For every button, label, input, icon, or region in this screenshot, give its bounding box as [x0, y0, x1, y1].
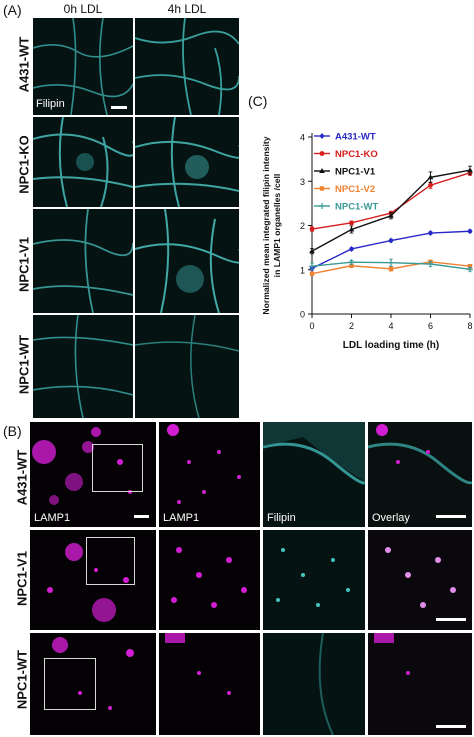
- zoom-filipin-npc1-v1: [263, 530, 365, 630]
- col-label-0h: 0h LDL: [63, 2, 103, 16]
- data-point: [427, 230, 434, 237]
- line-chart: 0 1 2 3 4 0 2 4 6 8 LDL loading time (h) Normalized…: [261, 132, 473, 351]
- data-point: [348, 245, 355, 252]
- y-tick-label: 2: [300, 221, 305, 231]
- data-point: [319, 186, 325, 191]
- data-point: [309, 226, 315, 232]
- data-point: [388, 266, 394, 272]
- roi-box: [92, 444, 143, 492]
- micrograph-npc1-v1-4h: [135, 209, 239, 313]
- zoom-filipin-npc1-wt: [263, 633, 365, 735]
- overview-label-lamp1: LAMP1: [34, 512, 71, 524]
- row-label-b-a431-wt: A431-WT: [14, 449, 30, 506]
- overview-a431-wt: LAMP1: [30, 422, 156, 527]
- legend-entry-a431-wt: A431-WT: [314, 132, 376, 143]
- zoom-lamp1-a431-wt: LAMP1: [159, 422, 260, 527]
- y-tick-label: 3: [300, 177, 305, 187]
- row-label-b-npc1-wt: NPC1-WT: [14, 649, 30, 710]
- data-point: [348, 259, 355, 266]
- zoom-lamp1-npc1-v1: [159, 530, 260, 630]
- legend-entry-npc1-ko: NPC1-KO: [314, 149, 378, 160]
- overview-npc1-v1: [30, 530, 156, 630]
- y-tick-label: 4: [300, 133, 305, 143]
- zoom-label-lamp1: LAMP1: [163, 512, 200, 524]
- y-axis-label: Normalized mean integrated filipin inten…: [261, 136, 282, 314]
- micrograph-npc1-v1-0h: [33, 209, 133, 313]
- overview-npc1-wt: [30, 633, 156, 735]
- data-point: [349, 263, 354, 268]
- data-point: [467, 264, 473, 269]
- data-point: [309, 248, 315, 254]
- micrograph-npc1-wt-4h: [135, 315, 239, 418]
- scale-bar: [436, 515, 466, 518]
- data-point: [388, 237, 394, 244]
- stain-label-filipin: Filipin: [36, 98, 65, 110]
- roi-box: [86, 537, 135, 585]
- micrograph-a431-0h: Filipin: [33, 18, 133, 115]
- row-label-npc1-ko: NPC1-KO: [16, 135, 32, 194]
- roi-box: [44, 658, 96, 710]
- y-axis-label-line: Normalized mean integrated filipin inten…: [261, 136, 271, 314]
- data-point: [309, 271, 315, 276]
- y-axis-label-line: in LAMP1 organelles /cell: [272, 174, 282, 278]
- zoom-overlay-a431-wt: Overlay: [368, 422, 472, 527]
- x-axis-label: LDL loading time (h): [343, 340, 439, 351]
- scale-bar: [111, 106, 127, 109]
- scale-bar: [436, 618, 466, 621]
- x-tick-label: 8: [467, 321, 472, 331]
- legend-entry-npc1-v1: NPC1-V1: [314, 167, 376, 178]
- data-point: [319, 203, 325, 209]
- row-label-a431-wt: A431-WT: [16, 36, 32, 93]
- micrograph-a431-4h: [135, 18, 239, 115]
- zoom-label-filipin: Filipin: [267, 512, 296, 524]
- series-a431-wt: [309, 228, 473, 272]
- micrograph-npc1-wt-0h: [33, 315, 133, 418]
- data-point: [428, 182, 433, 188]
- row-label-npc1-v1: NPC1-V1: [16, 237, 32, 292]
- y-tick-label: 1: [300, 265, 305, 275]
- legend-label: A431-WT: [335, 132, 376, 143]
- data-point: [309, 263, 315, 270]
- row-label-b-npc1-v1: NPC1-V1: [14, 551, 30, 606]
- data-point: [319, 133, 325, 139]
- legend-label: NPC1-WT: [335, 202, 378, 213]
- legend-label: NPC1-V1: [335, 167, 376, 178]
- x-tick-label: 0: [309, 321, 314, 331]
- x-tick-label: 4: [388, 321, 393, 331]
- zoom-label-overlay: Overlay: [372, 512, 410, 524]
- data-point: [388, 259, 394, 266]
- scale-bar: [134, 515, 149, 518]
- zoom-lamp1-npc1-wt: [159, 633, 260, 735]
- zoom-overlay-npc1-v1: [368, 530, 472, 630]
- data-point: [348, 226, 355, 232]
- x-tick-label: 6: [428, 321, 433, 331]
- legend-label: NPC1-KO: [335, 149, 378, 160]
- panel-c-letter: (C): [248, 93, 268, 109]
- series-npc1-wt: [309, 258, 473, 273]
- row-label-npc1-wt: NPC1-WT: [16, 334, 32, 395]
- legend-label: NPC1-V2: [335, 184, 375, 195]
- panel-b-letter: (B): [3, 423, 22, 439]
- micrograph-npc1-ko-0h: [33, 117, 133, 207]
- zoom-overlay-npc1-wt: [368, 633, 472, 735]
- data-point: [319, 168, 325, 173]
- zoom-filipin-a431-wt: Filipin: [263, 422, 365, 527]
- col-label-4h: 4h LDL: [167, 2, 207, 16]
- data-point: [467, 266, 473, 273]
- data-point: [349, 220, 354, 226]
- x-tick-label: 2: [349, 321, 354, 331]
- legend-entry-npc1-v2: NPC1-V2: [314, 184, 375, 195]
- series-npc1-v1: [309, 165, 473, 255]
- data-point: [467, 228, 473, 235]
- y-tick-label: 0: [300, 310, 305, 320]
- data-point: [467, 167, 473, 173]
- data-point: [427, 260, 434, 267]
- panel-a-letter: (A): [3, 2, 22, 18]
- data-point: [388, 212, 394, 218]
- data-point: [427, 174, 434, 180]
- scale-bar: [436, 725, 466, 728]
- legend-entry-npc1-wt: NPC1-WT: [314, 202, 378, 213]
- micrograph-npc1-ko-4h: [135, 117, 239, 207]
- data-point: [319, 151, 325, 156]
